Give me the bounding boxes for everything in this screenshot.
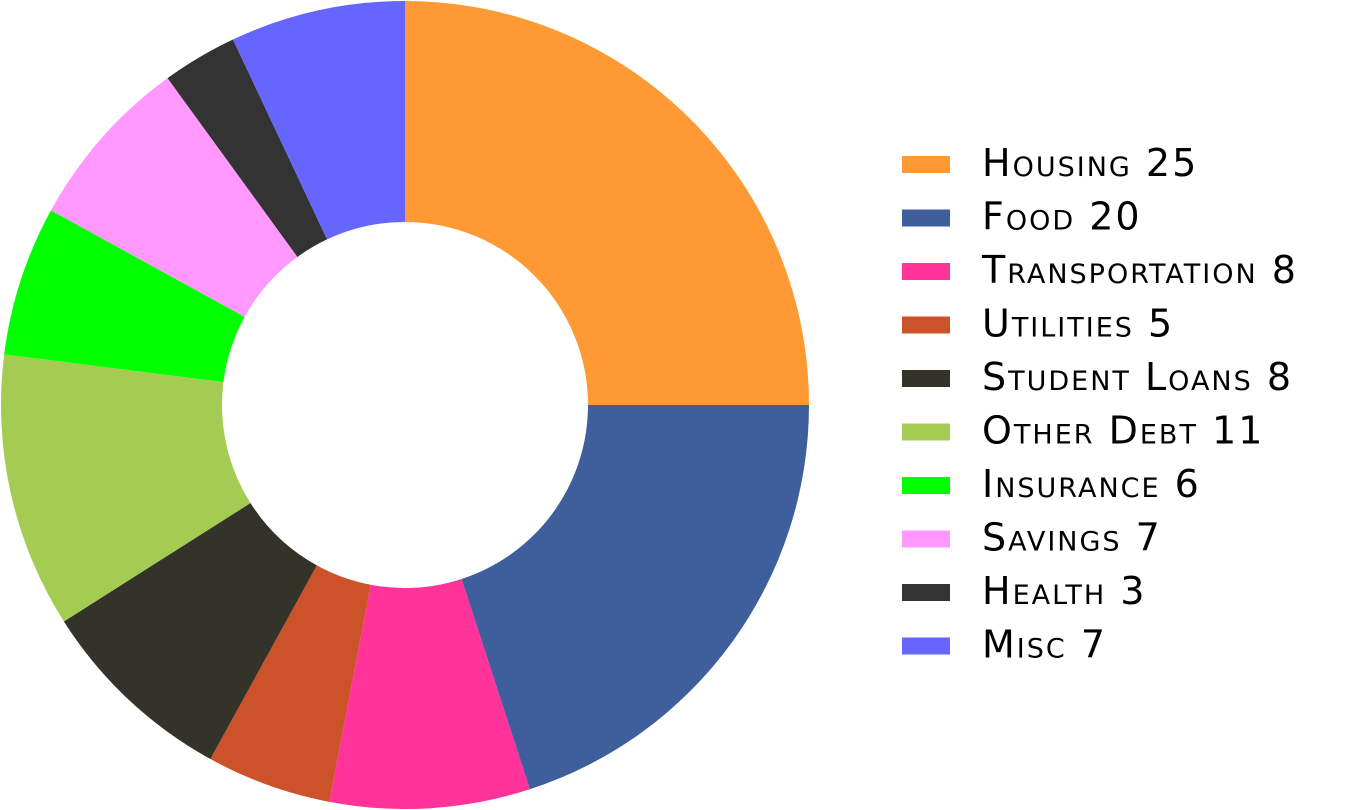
slice-transportation xyxy=(329,579,530,809)
legend-item: Savings 7 xyxy=(902,516,1162,560)
slice-health xyxy=(167,39,328,257)
legend-label: Health 3 xyxy=(982,569,1146,613)
slice-misc xyxy=(232,1,405,240)
legend-label: Housing 25 xyxy=(982,141,1198,185)
legend-swatch xyxy=(902,637,950,655)
legend-item: Housing 25 xyxy=(902,141,1198,185)
slice-housing xyxy=(405,1,809,405)
legend-label: Savings 7 xyxy=(982,516,1162,560)
slice-utilities xyxy=(210,565,371,802)
legend-label: Student Loans 8 xyxy=(982,355,1293,399)
legend-item: Other Debt 11 xyxy=(902,409,1264,453)
chart-legend: Housing 25 Food 20 Transportation 8 Utiliti… xyxy=(902,141,1298,667)
legend-label: Misc 7 xyxy=(982,623,1107,667)
legend-swatch xyxy=(902,263,950,280)
slice-insurance xyxy=(4,210,245,383)
legend-label: Insurance 6 xyxy=(982,462,1201,506)
legend-item: Food 20 xyxy=(902,195,1142,239)
legend-swatch xyxy=(902,370,950,387)
donut-slices xyxy=(1,1,809,809)
legend-item: Insurance 6 xyxy=(902,462,1201,506)
legend-swatch xyxy=(902,316,950,334)
legend-swatch xyxy=(902,156,950,173)
legend-swatch xyxy=(902,477,950,494)
legend-item: Health 3 xyxy=(902,569,1146,613)
slice-food xyxy=(461,405,809,790)
legend-label: Utilities 5 xyxy=(982,302,1174,346)
slice-student-loans xyxy=(63,503,317,760)
legend-swatch xyxy=(902,209,950,227)
legend-swatch xyxy=(902,423,950,441)
legend-item: Utilities 5 xyxy=(902,302,1174,346)
legend-label: Transportation 8 xyxy=(981,248,1298,292)
legend-item: Misc 7 xyxy=(902,623,1107,667)
legend-swatch xyxy=(902,584,950,601)
slice-savings xyxy=(50,78,298,317)
legend-item: Transportation 8 xyxy=(902,248,1298,292)
legend-swatch xyxy=(902,530,950,548)
slice-other-debt xyxy=(1,354,251,622)
legend-label: Food 20 xyxy=(982,195,1142,239)
legend-label: Other Debt 11 xyxy=(982,409,1264,453)
legend-item: Student Loans 8 xyxy=(902,355,1293,399)
